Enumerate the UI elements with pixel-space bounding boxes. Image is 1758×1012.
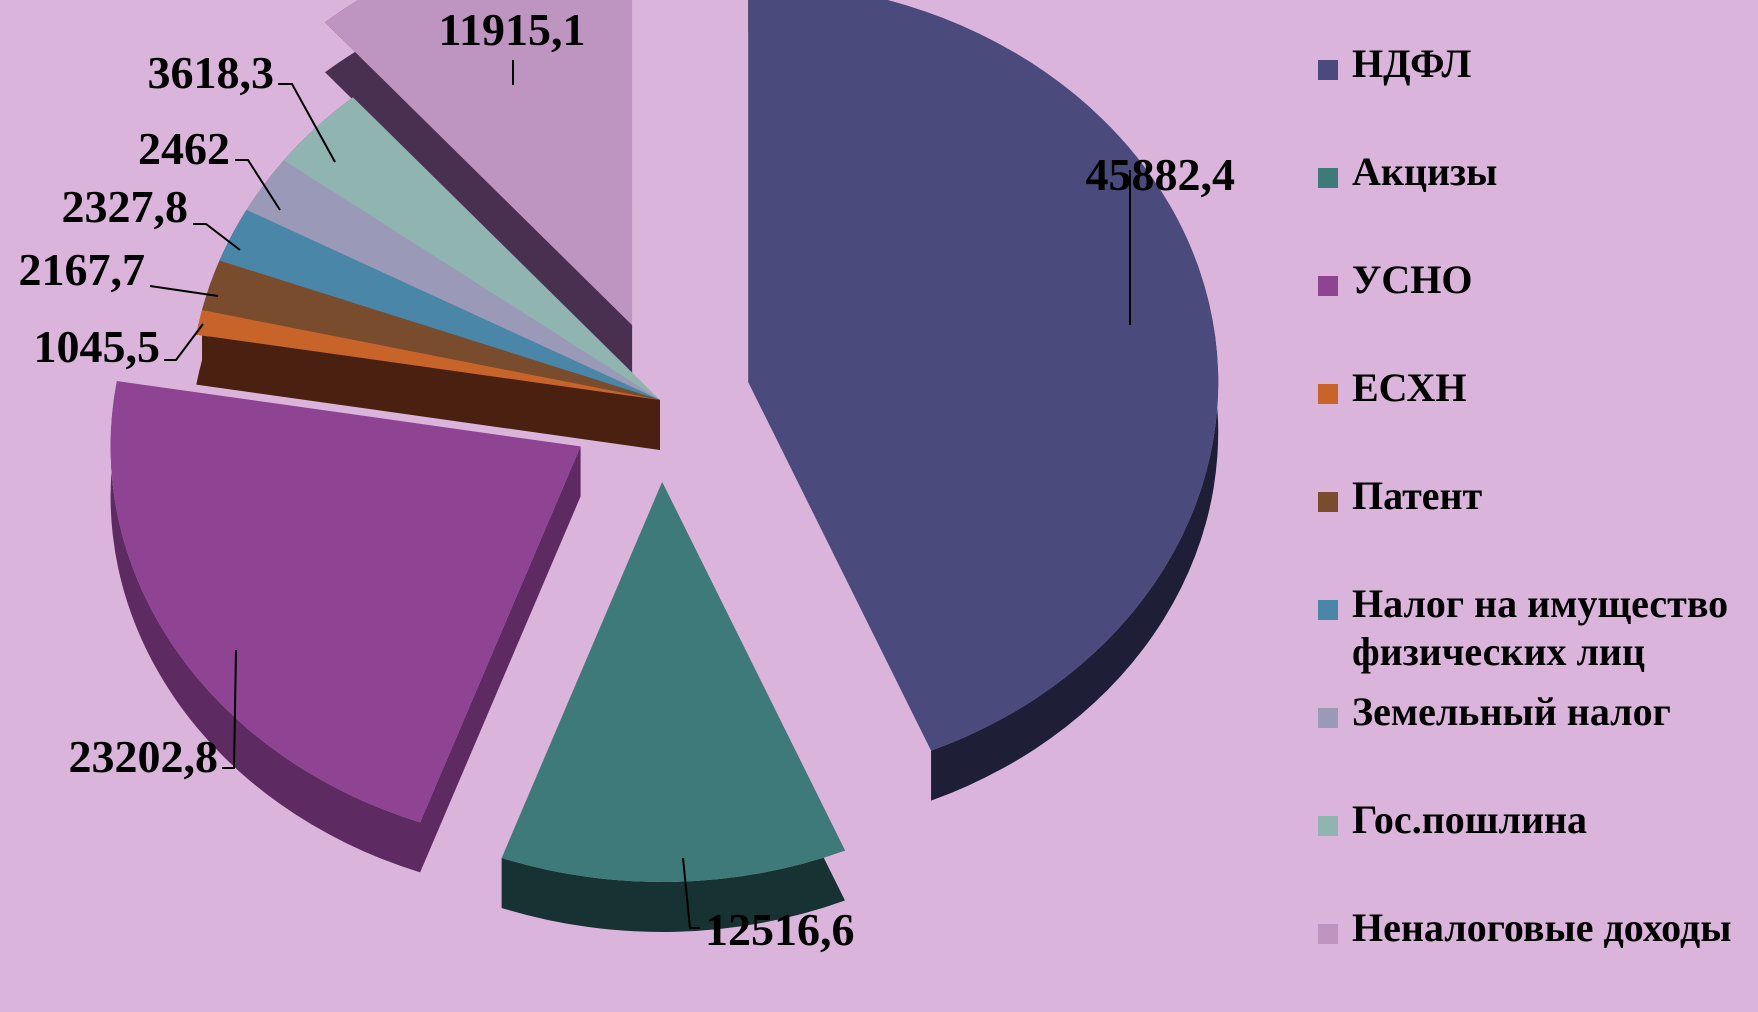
pie-slice-top (501, 481, 845, 882)
legend-swatch (1318, 600, 1338, 620)
legend-swatch (1318, 384, 1338, 404)
chart-legend: НДФЛ Акцизы УСНО ЕСХН Патент Налог на имущест… (1318, 40, 1758, 1012)
legend-label: Патент (1352, 473, 1483, 518)
pie-slice-top (325, 0, 633, 326)
pie-slice-side (501, 481, 845, 932)
legend-swatch (1318, 60, 1338, 80)
legend-label: Гос.пошлина (1352, 797, 1588, 842)
legend-swatch (1318, 492, 1338, 512)
pie-slice-top (196, 310, 660, 400)
pie-slices (110, 0, 1219, 932)
pie-slice-side (325, 0, 633, 376)
data-label: 1045,5 (34, 321, 161, 372)
legend-label: УСНО (1352, 257, 1473, 302)
legend-swatch (1318, 168, 1338, 188)
legend-item: Налог на имущество физических лиц (1318, 580, 1758, 688)
leader-line (193, 223, 241, 251)
legend-label: Земельный налог (1352, 689, 1671, 734)
legend-swatch (1318, 708, 1338, 728)
legend-label: Налог на имущество физических лиц (1352, 581, 1729, 674)
data-label: 3618,3 (148, 47, 275, 98)
pie-slice-top (202, 260, 660, 400)
legend-item: Гос.пошлина (1318, 796, 1758, 904)
pie-slice-top (110, 381, 581, 823)
data-label: 12516,6 (705, 904, 855, 953)
leader-line (164, 323, 204, 361)
value-labels: 45882,4 12516,6 23202,8 1045,5 2167,7 2327,8 2… (19, 4, 1236, 953)
leader-line (278, 83, 336, 163)
legend-swatch (1318, 924, 1338, 944)
pie-slice-top (748, 0, 1219, 751)
data-label: 45882,4 (1086, 149, 1236, 200)
legend-item: Акцизы (1318, 148, 1758, 256)
pie-chart: 45882,4 12516,6 23202,8 1045,5 2167,7 2327,8 2… (19, 0, 1236, 953)
legend-item: ЕСХН (1318, 364, 1758, 472)
legend-item: Неналоговые доходы (1318, 904, 1758, 1012)
legend-item: НДФЛ (1318, 40, 1758, 148)
legend-label: НДФЛ (1352, 41, 1472, 86)
leader-line (149, 285, 219, 297)
legend-label: Акцизы (1352, 149, 1498, 194)
pie-slice-top (219, 209, 661, 400)
leader-line (682, 857, 700, 929)
pie-slice (110, 381, 581, 873)
legend-item: УСНО (1318, 256, 1758, 364)
legend-label: Неналоговые доходы (1352, 905, 1732, 950)
legend-swatch (1318, 276, 1338, 296)
data-label: 2167,7 (19, 244, 146, 295)
legend-item: Патент (1318, 472, 1758, 580)
pie-slice-top (283, 97, 660, 401)
pie-slice-side (196, 310, 660, 450)
legend-swatch (1318, 816, 1338, 836)
pie-slice (196, 310, 660, 450)
data-label: 2327,8 (62, 181, 189, 232)
legend-label: ЕСХН (1352, 365, 1467, 410)
data-label: 2462 (138, 123, 230, 174)
data-label: 11915,1 (439, 4, 586, 55)
leader-line (235, 159, 281, 211)
data-label: 23202,8 (69, 731, 219, 782)
legend-item: Земельный налог (1318, 688, 1758, 796)
pie-slice (501, 481, 845, 932)
pie-slice-side (110, 381, 581, 873)
leader-line (222, 649, 237, 769)
pie-slice (748, 0, 1219, 801)
pie-slice-top (246, 160, 660, 400)
pie-slice (325, 0, 633, 376)
